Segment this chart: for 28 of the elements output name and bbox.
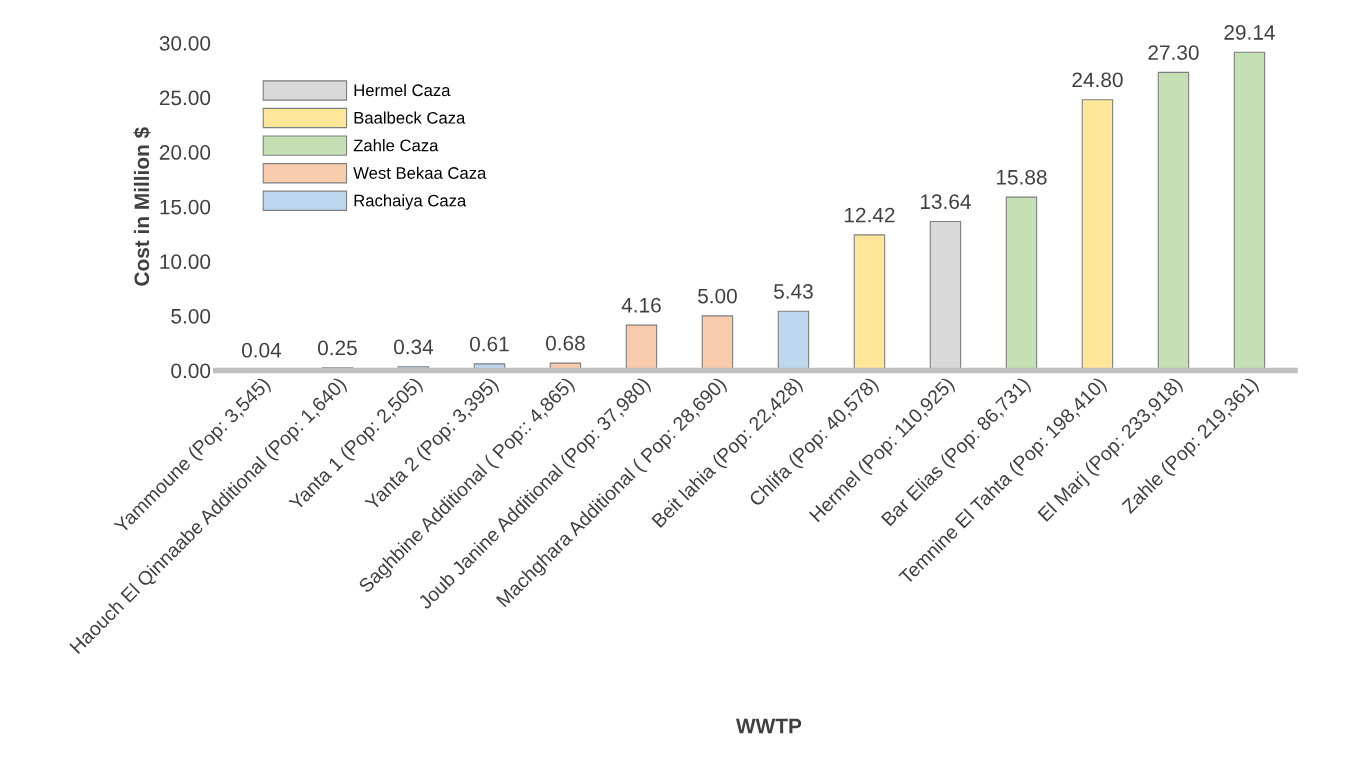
y-tick-label: 30.00	[159, 35, 211, 51]
y-tick-label: 20.00	[159, 145, 211, 160]
legend-label: West Bekaa Caza	[353, 166, 487, 179]
y-tick-label: 25.00	[159, 90, 211, 106]
legend-label: Rachaiya Caza	[354, 194, 467, 210]
legend-label: Hermel Caza	[354, 83, 451, 97]
data-label: 5.00	[698, 288, 737, 304]
data-label: 0.34	[393, 339, 434, 355]
data-label: 0.61	[469, 336, 509, 352]
x-axis-title: WWTP	[735, 718, 802, 734]
y-axis-title: Cost in Million $	[133, 127, 151, 286]
data-label: 0.68	[545, 335, 585, 351]
y-tick-label: 15.00	[160, 199, 211, 215]
data-label: 29.14	[1224, 25, 1275, 40]
y-tick-label: 5.00	[171, 308, 211, 324]
legend-label: Baalbeck Caza	[354, 111, 466, 124]
data-label: 13.64	[920, 194, 971, 210]
data-label: 12.42	[844, 207, 895, 223]
data-label: 4.16	[621, 297, 661, 313]
data-label: 0.25	[317, 340, 357, 356]
data-label: 24.80	[1072, 72, 1123, 88]
y-tick-label: 0.00	[171, 363, 211, 379]
data-label: 0.04	[241, 342, 282, 358]
legend-label: Zahle Caza	[353, 139, 439, 152]
y-tick-label: 10.00	[160, 254, 211, 270]
data-label: 5.43	[774, 284, 813, 299]
data-label: 15.88	[996, 169, 1047, 185]
data-label: 27.30	[1148, 45, 1199, 60]
